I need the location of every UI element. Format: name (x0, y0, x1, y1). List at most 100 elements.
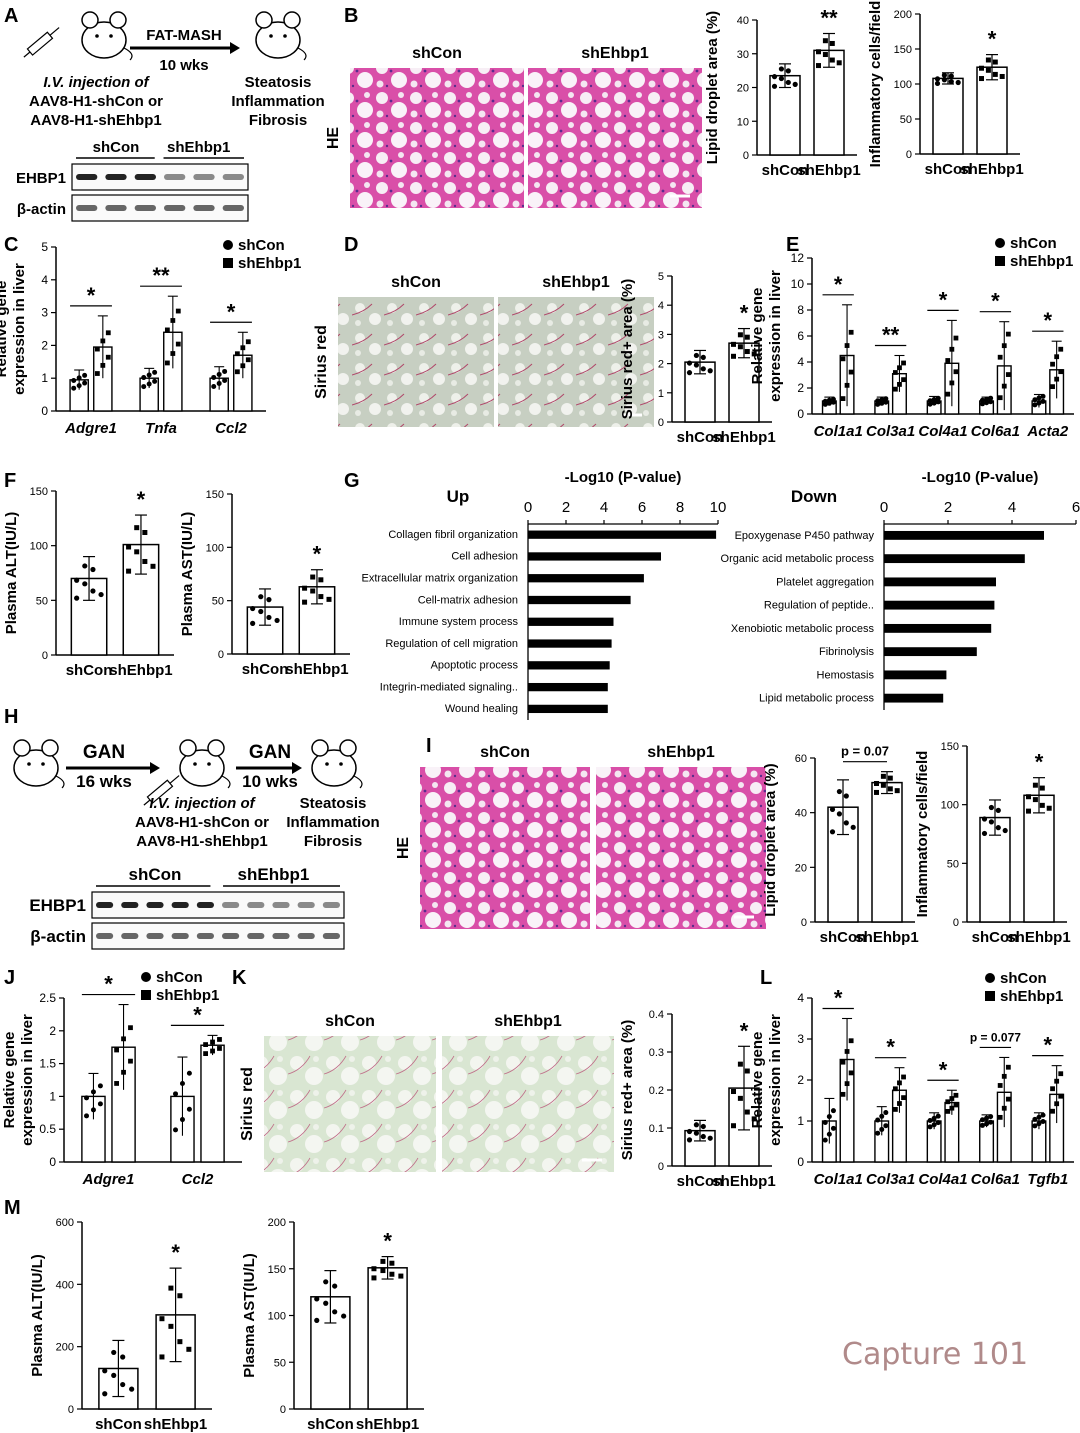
mouse-ear (41, 739, 59, 757)
data-point (848, 369, 854, 375)
data-point (883, 1110, 889, 1116)
data-point (778, 75, 785, 82)
data-point (164, 360, 170, 366)
data-point (836, 811, 843, 817)
data-point (1054, 354, 1060, 360)
y-axis-title: Relative gene (749, 288, 766, 385)
data-point (90, 1089, 96, 1095)
panel-letter-G: G (344, 470, 360, 492)
syringe-barrel (26, 31, 54, 56)
blot-band (146, 933, 164, 939)
data-point (1058, 346, 1064, 352)
data-point (999, 73, 1005, 79)
significance-label: * (87, 283, 96, 308)
blot-band (193, 205, 215, 211)
legend-label: shEhbp1 (156, 987, 219, 1004)
data-point (901, 360, 906, 366)
data-point (997, 1114, 1003, 1120)
significance-label: * (104, 972, 113, 997)
data-point (822, 38, 828, 44)
y-tick-label: 0 (797, 1155, 804, 1169)
data-point (731, 1089, 736, 1095)
data-point (152, 378, 158, 384)
data-point (71, 377, 77, 383)
outcome-text: Inflammation (286, 814, 379, 831)
injection-text: AAV8-H1-shEhbp1 (30, 112, 161, 129)
panel-letter-I: I (426, 735, 432, 757)
chart-title: Up (447, 487, 470, 506)
x-category-label: shCon (95, 1416, 142, 1433)
y-tick-label: 0 (218, 649, 224, 661)
x-category-label: Ccl2 (215, 420, 247, 437)
significance-label: * (227, 299, 236, 324)
data-point (744, 334, 750, 340)
data-point (170, 351, 176, 356)
data-point (1036, 1121, 1042, 1127)
y-tick-label: 150 (941, 741, 959, 753)
y-tick-label: 0.3 (649, 1047, 664, 1059)
data-point (883, 399, 889, 405)
blot-band (222, 902, 240, 908)
y-tick-label: 5 (658, 271, 664, 283)
data-point (792, 81, 798, 87)
data-point (1005, 1064, 1011, 1070)
chart-K: 0 0.1 0.2 0.3 0.4 Sirius red+ area (%) shConsh… (619, 1009, 776, 1190)
data-point (844, 1081, 850, 1087)
data-point (128, 1025, 133, 1031)
x-category-label: Ccl2 (182, 1171, 214, 1188)
y-axis-title: Inflammatory cells/field (914, 751, 931, 918)
chart-G1: Up -Log10 (P-value) 0 2 4 6 8 10 Collagen fibril… (361, 469, 726, 720)
data-point (222, 377, 228, 383)
data-point (126, 568, 132, 574)
data-point (97, 1101, 103, 1107)
data-point (1040, 393, 1046, 399)
syringe-icon (23, 27, 60, 58)
data-point (785, 79, 791, 86)
y-tick-label: 4 (41, 273, 48, 287)
data-point (74, 595, 80, 601)
significance-label: * (886, 1035, 895, 1060)
micrograph-B-image-control (350, 68, 524, 208)
data-point (121, 1069, 126, 1075)
y-axis-title: Lipid droplet area (%) (704, 11, 721, 164)
mouse-eye (207, 762, 211, 766)
data-point (152, 369, 158, 375)
data-point (935, 1120, 941, 1126)
data-point (1054, 376, 1060, 382)
mouse-body (311, 749, 357, 787)
data-point (945, 1108, 951, 1114)
y-category-label: Hemostasis (817, 669, 875, 681)
y-tick-label: 0.5 (39, 1122, 56, 1136)
y-tick-label: 100 (206, 542, 224, 554)
chart-M2: 0 50 100 150 200 Plasma AST(IU/L) shCon shEhbp1… (241, 1217, 424, 1433)
data-point (318, 577, 324, 583)
data-point (979, 1122, 985, 1128)
legend-marker-circle (985, 973, 995, 983)
data-point (700, 366, 706, 372)
significance-label: * (1044, 308, 1053, 333)
data-point (816, 49, 821, 55)
mouse-ear (339, 739, 357, 757)
y-tick-label: 400 (56, 1279, 74, 1291)
data-point (302, 599, 308, 605)
data-point (210, 1048, 215, 1054)
blot-band (222, 933, 240, 939)
blot-band (164, 174, 186, 180)
bar-shEhbp1 (367, 1267, 408, 1410)
significance-label: * (1044, 1033, 1053, 1058)
data-point (1001, 1105, 1007, 1111)
data-point (97, 1083, 103, 1089)
significance-label: ** (820, 6, 838, 31)
data-point (816, 63, 821, 69)
data-point (935, 1113, 941, 1119)
x-category-label: Adgre1 (82, 1171, 135, 1188)
panel-letter-D: D (344, 234, 358, 256)
y-tick-label: 0 (743, 150, 749, 162)
data-point (84, 1113, 90, 1119)
y-tick-label: 4 (797, 355, 804, 369)
significance-label: p = 0.07 (841, 744, 889, 759)
data-point (984, 400, 990, 406)
y-category-label: Lipid metabolic process (759, 693, 874, 705)
data-point (240, 363, 246, 369)
blot-membrane (71, 163, 249, 191)
